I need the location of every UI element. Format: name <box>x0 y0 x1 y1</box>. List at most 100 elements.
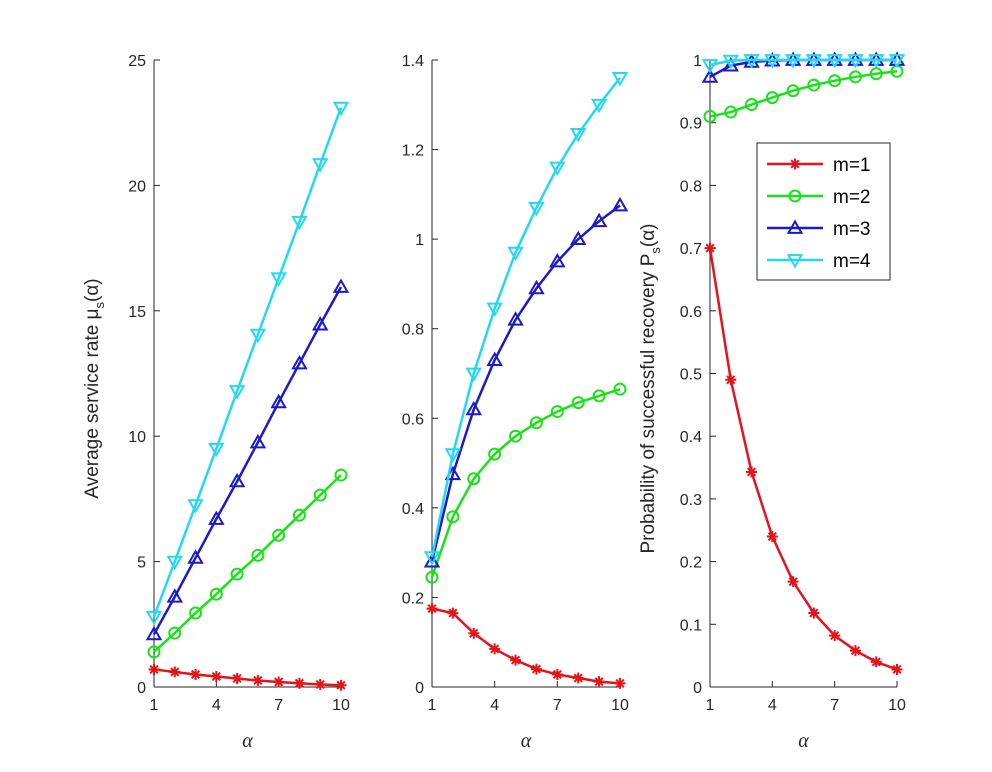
y-tick-label: 25 <box>128 53 146 70</box>
y-tick-label: 1 <box>415 232 424 249</box>
data-point <box>891 663 903 675</box>
data-point <box>314 678 326 690</box>
data-point <box>145 610 163 626</box>
data-point <box>311 158 329 173</box>
data-point <box>613 382 627 396</box>
chart-panel-3: 0 0.1 0.2 0.3 0.4 0.5 0.6 0.7 0.8 0.9 1 1 4 7 10 α Proba… <box>638 51 906 752</box>
data-point <box>784 54 802 69</box>
x-tick-label: 4 <box>212 697 221 714</box>
y-axis-label: Average service rate μs(α) <box>82 278 107 498</box>
data-point <box>488 447 502 461</box>
y-axis-label-subscript: s <box>648 247 663 254</box>
data-point <box>293 677 305 689</box>
y-axis-label-subscript: s <box>92 302 107 309</box>
y-tick-label: 0.8 <box>680 178 702 195</box>
data-point <box>807 78 821 92</box>
data-point <box>829 630 841 642</box>
data-point <box>249 328 267 344</box>
series-line <box>153 474 342 653</box>
data-point <box>590 212 608 228</box>
y-tick-label: 0 <box>137 680 146 697</box>
series-line <box>431 607 621 685</box>
data-point <box>208 510 225 525</box>
data-point <box>592 389 606 403</box>
data-point <box>569 230 587 246</box>
data-point <box>550 405 564 419</box>
data-point <box>826 54 843 69</box>
data-point <box>766 531 778 543</box>
y-tick-label: 0.6 <box>680 304 702 321</box>
series-line <box>709 70 898 118</box>
data-point <box>486 351 503 366</box>
data-point <box>528 201 545 217</box>
data-point <box>334 468 348 482</box>
y-tick-label: 0.3 <box>680 492 702 509</box>
y-tick-label: 0.2 <box>402 590 424 607</box>
data-point <box>701 68 719 83</box>
data-point <box>704 242 716 254</box>
data-point <box>228 472 246 488</box>
legend-marker <box>788 189 802 203</box>
data-point <box>549 253 566 268</box>
series-line <box>152 107 343 618</box>
data-point <box>169 666 181 678</box>
series-m1 <box>426 603 626 689</box>
series-m4 <box>423 72 629 566</box>
data-point <box>190 668 202 680</box>
series-m2 <box>703 64 904 123</box>
y-tick-label: 15 <box>128 304 146 321</box>
data-point <box>311 316 329 331</box>
data-point <box>209 587 223 601</box>
data-point <box>888 54 906 69</box>
data-point <box>231 672 243 684</box>
data-point <box>291 215 308 231</box>
data-point <box>507 246 524 262</box>
y-axis-label-argument: (α) <box>638 223 659 247</box>
y-tick-label: 10 <box>128 429 146 446</box>
data-point <box>230 567 244 581</box>
data-point <box>611 197 629 212</box>
x-tick-label: 7 <box>274 697 283 714</box>
data-point <box>703 109 717 123</box>
x-tick-label: 10 <box>332 697 350 714</box>
x-tick-label: 1 <box>428 697 437 714</box>
legend-label: m=2 <box>833 187 871 208</box>
series-m2 <box>147 468 348 659</box>
data-point <box>147 645 161 659</box>
data-point <box>187 549 204 564</box>
y-tick-label: 0.9 <box>680 116 702 133</box>
data-point <box>270 272 287 287</box>
data-point <box>291 354 308 370</box>
series-line <box>709 58 897 67</box>
data-point <box>549 161 566 177</box>
data-point <box>722 54 740 70</box>
data-point <box>787 576 799 588</box>
y-tick-label: 20 <box>128 178 146 195</box>
data-point <box>251 548 265 562</box>
y-axis-label-argument: (α) <box>82 278 103 302</box>
x-tick-label: 1 <box>150 697 159 714</box>
data-point <box>272 528 286 542</box>
legend-entry-m3: m=3 <box>767 219 871 240</box>
data-point <box>292 508 306 522</box>
y-tick-label: 0 <box>693 680 702 697</box>
y-axis-label: Probability of successful recovery Ps(α) <box>638 223 663 553</box>
y-tick-label: 0 <box>415 680 424 697</box>
data-point <box>746 466 758 478</box>
data-point <box>593 676 605 688</box>
data-point <box>423 551 441 566</box>
data-point <box>847 54 864 69</box>
x-axis-label: α <box>798 730 809 752</box>
data-point <box>166 588 184 603</box>
data-point <box>528 279 545 295</box>
series-m3 <box>423 197 629 568</box>
x-tick-label: 4 <box>490 697 499 714</box>
y-axis-label-main: Average service rate μ <box>82 309 103 499</box>
data-point <box>572 672 584 684</box>
data-point <box>145 625 163 641</box>
series-line <box>152 286 343 635</box>
data-point <box>189 606 203 620</box>
data-point <box>848 70 862 84</box>
chart-panel-1: 0 5 10 15 20 25 1 4 7 10 α Average service rate μs(… <box>82 53 350 752</box>
data-point <box>808 607 820 619</box>
